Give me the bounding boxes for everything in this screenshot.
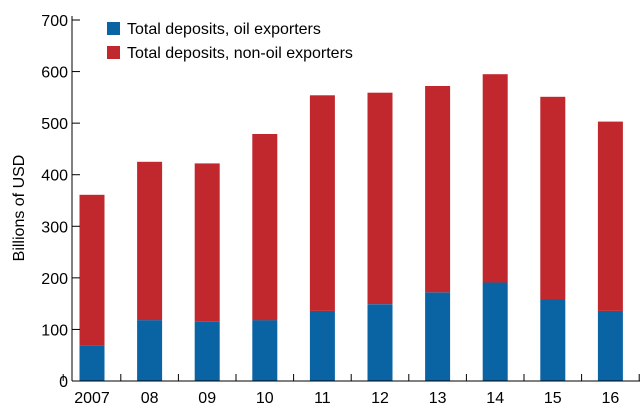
bar-non-oil-10	[252, 134, 278, 321]
bar-oil-10	[252, 320, 278, 381]
legend-label-oil: Total deposits, oil exporters	[127, 21, 321, 38]
legend: Total deposits, oil exporters Total depos…	[107, 21, 353, 62]
bar-oil-11	[309, 310, 335, 381]
x-tick-label-11: 11	[314, 390, 331, 407]
y-tick-label-700: 700	[41, 13, 68, 30]
bar-oil-16	[597, 310, 623, 381]
y-axis: 0 100 200 300 400 500 600 700	[41, 13, 80, 391]
x-tick-label-16: 16	[602, 390, 620, 407]
bars-group	[79, 74, 623, 381]
bar-oil-14	[482, 282, 508, 381]
bar-oil-15	[540, 299, 566, 381]
x-tick-label-10: 10	[256, 390, 274, 407]
x-tick-label-2007: 2007	[74, 390, 110, 407]
bar-non-oil-15	[540, 96, 566, 300]
bar-non-oil-11	[309, 95, 335, 311]
y-tick-label-0: 0	[59, 374, 68, 391]
bar-non-oil-14	[482, 74, 508, 283]
y-axis-title: Billions of USD	[11, 155, 28, 262]
x-tick-label-08: 08	[141, 390, 159, 407]
y-tick-label-500: 500	[41, 116, 68, 133]
x-tick-label-12: 12	[371, 390, 389, 407]
bar-non-oil-16	[597, 121, 623, 311]
bar-oil-13	[425, 292, 451, 381]
x-tick-label-14: 14	[486, 390, 504, 407]
bar-oil-08	[137, 320, 163, 381]
bar-non-oil-2007	[79, 194, 105, 346]
bar-non-oil-09	[194, 163, 220, 322]
x-tick-label-09: 09	[198, 390, 216, 407]
y-tick-label-300: 300	[41, 219, 68, 236]
legend-label-non-oil: Total deposits, non-oil exporters	[127, 45, 353, 62]
bar-oil-09	[194, 321, 220, 381]
y-tick-label-200: 200	[41, 271, 68, 288]
x-axis: 2007 08 09 10 11 12 13 14 15 16	[62, 374, 640, 407]
bar-oil-12	[367, 304, 393, 381]
y-tick-label-600: 600	[41, 65, 68, 82]
y-tick-label-400: 400	[41, 168, 68, 185]
bar-non-oil-08	[137, 161, 163, 321]
y-tick-label-100: 100	[41, 322, 68, 339]
x-tick-label-13: 13	[429, 390, 447, 407]
legend-swatch-non-oil	[107, 46, 120, 59]
x-tick-label-15: 15	[544, 390, 562, 407]
bar-oil-2007	[79, 345, 105, 381]
bar-non-oil-12	[367, 92, 393, 305]
legend-swatch-oil	[107, 22, 120, 35]
bar-non-oil-13	[425, 86, 451, 293]
